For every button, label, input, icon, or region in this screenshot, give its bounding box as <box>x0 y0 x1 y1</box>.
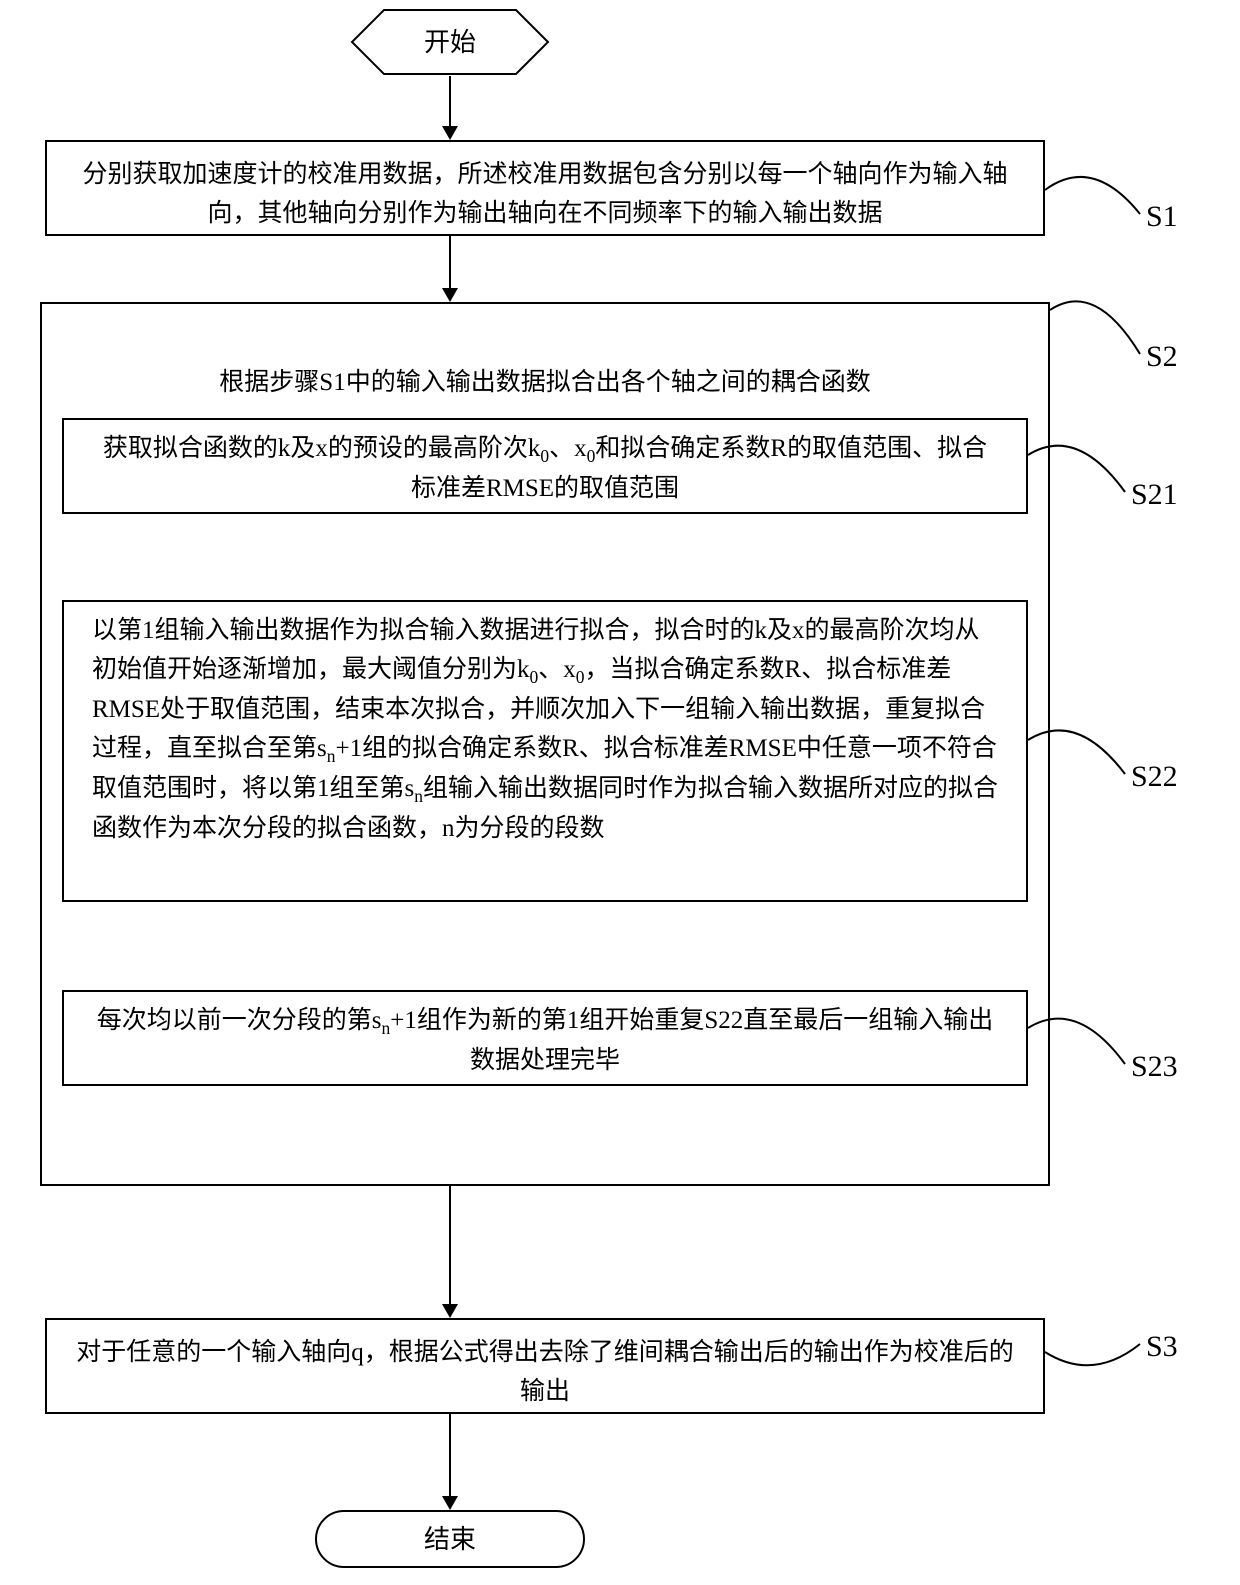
label-connector-curve <box>1045 177 1140 214</box>
label-connector-curve <box>1028 1019 1125 1064</box>
step-label-s22: S22 <box>1131 760 1178 794</box>
step-label-s21: S21 <box>1131 478 1178 512</box>
step-label-s2: S2 <box>1146 340 1178 374</box>
label-connector-curve <box>1050 301 1140 354</box>
step-label-s23: S23 <box>1131 1050 1178 1084</box>
flowchart-canvas: 开始 分别获取加速度计的校准用数据，所述校准用数据包含分别以每一个轴向作为输入轴… <box>0 0 1240 1585</box>
start-label: 开始 <box>424 28 476 57</box>
step-label-curves <box>0 0 1240 1585</box>
label-connector-curve <box>1028 446 1125 492</box>
label-connector-curve <box>1028 730 1125 774</box>
step-label-s3: S3 <box>1146 1330 1178 1364</box>
label-connector-curve <box>1045 1344 1140 1365</box>
step-label-s1: S1 <box>1146 200 1178 234</box>
